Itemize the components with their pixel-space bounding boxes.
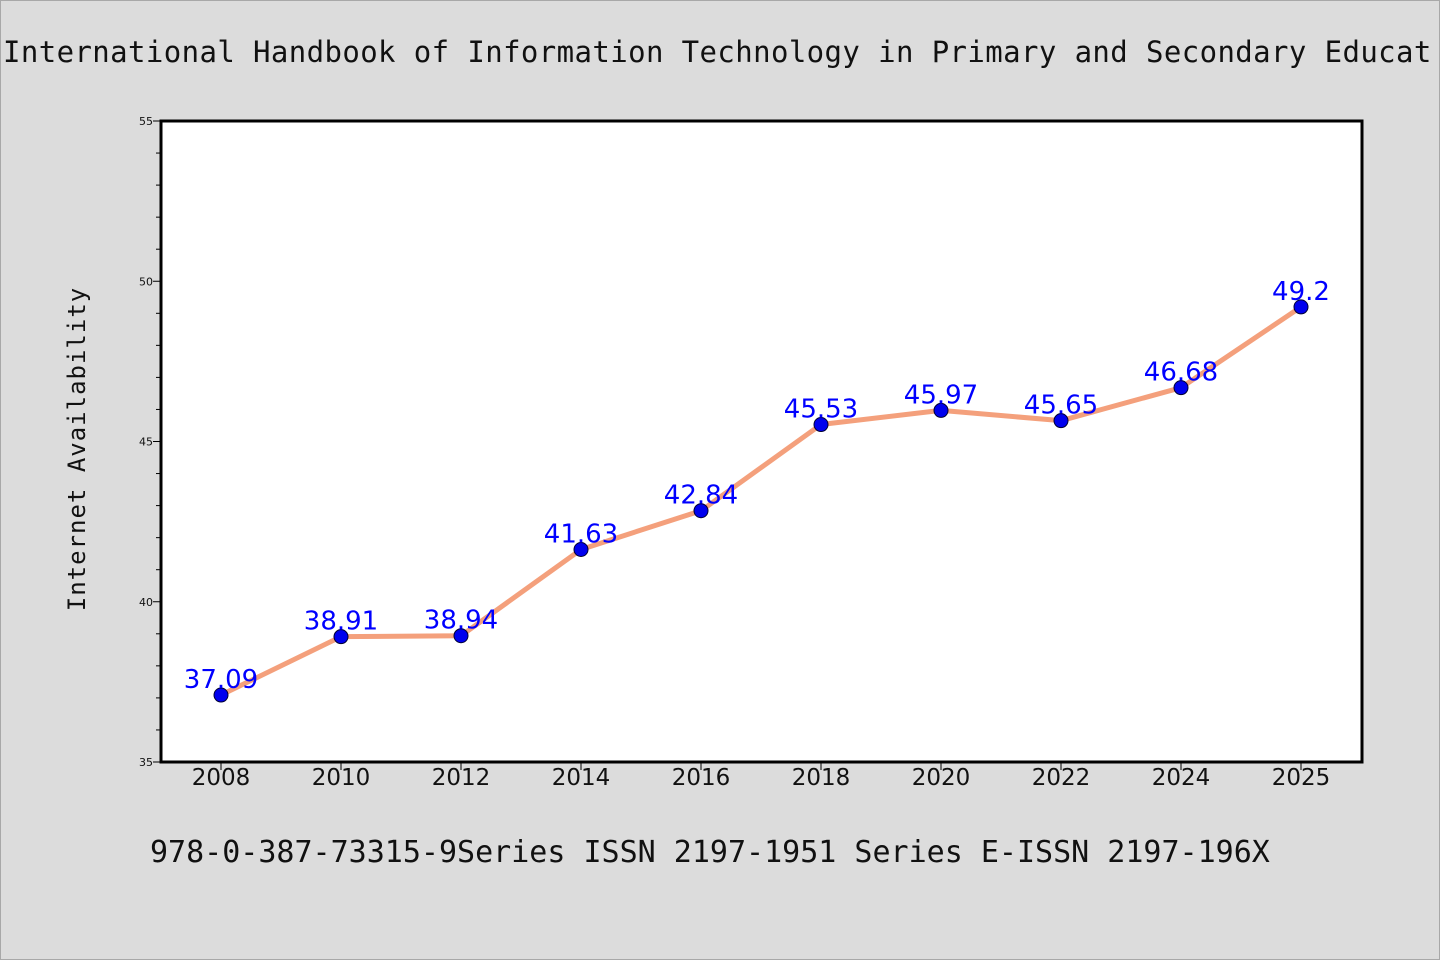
y-axis-title: Internet Availability <box>63 287 91 611</box>
data-label: 46.68 <box>1144 358 1218 388</box>
x-tick-label: 2018 <box>792 765 851 791</box>
x-tick-label: 2010 <box>312 765 371 791</box>
chart-caption: 978-0-387-73315-9Series ISSN 2197-1951 S… <box>150 835 1270 870</box>
x-tick-label: 2014 <box>552 765 611 791</box>
x-tick-label: 2025 <box>1272 765 1331 791</box>
data-label: 38.91 <box>304 607 378 637</box>
data-label: 42.84 <box>664 481 738 511</box>
chart-title: International Handbook of Information Te… <box>3 35 1432 69</box>
y-tick-label: 40 <box>139 596 153 609</box>
data-point <box>813 417 829 433</box>
data-label: 38.94 <box>424 606 498 636</box>
data-point <box>1293 299 1309 315</box>
data-label: 41.63 <box>544 520 618 550</box>
data-point <box>213 687 229 703</box>
series-line <box>218 304 1304 698</box>
data-point <box>933 402 949 418</box>
data-point <box>453 628 469 644</box>
data-point <box>693 503 709 519</box>
x-tick-label: 2022 <box>1032 765 1091 791</box>
x-tick-label: 2008 <box>192 765 251 791</box>
x-axis-ticks: 2008 2010 2012 2014 2016 2018 2020 2022 2024 2025 <box>192 762 1331 791</box>
data-label: 49.2 <box>1272 277 1330 307</box>
data-points <box>213 299 1309 703</box>
y-tick-label: 35 <box>139 756 153 769</box>
data-point <box>1053 413 1069 429</box>
x-tick-label: 2024 <box>1152 765 1211 791</box>
y-tick-label: 55 <box>139 115 153 128</box>
x-tick-label: 2020 <box>912 765 971 791</box>
y-axis-ticks: 35 40 45 50 55 <box>139 115 161 769</box>
data-label: 37.09 <box>184 665 258 695</box>
data-label: 45.53 <box>784 395 858 425</box>
data-point <box>1173 380 1189 396</box>
data-label: 45.65 <box>1024 391 1098 421</box>
data-label: 45.97 <box>904 380 978 410</box>
data-point <box>573 542 589 558</box>
data-point <box>333 629 349 645</box>
y-tick-label: 45 <box>139 436 153 449</box>
x-tick-label: 2012 <box>432 765 491 791</box>
x-tick-label: 2016 <box>672 765 731 791</box>
y-tick-label: 50 <box>139 275 153 288</box>
data-labels: 37.09 38.91 38.94 41.63 42.84 45.53 45.97 45.65… <box>184 277 1330 695</box>
plot-area <box>159 119 1364 764</box>
